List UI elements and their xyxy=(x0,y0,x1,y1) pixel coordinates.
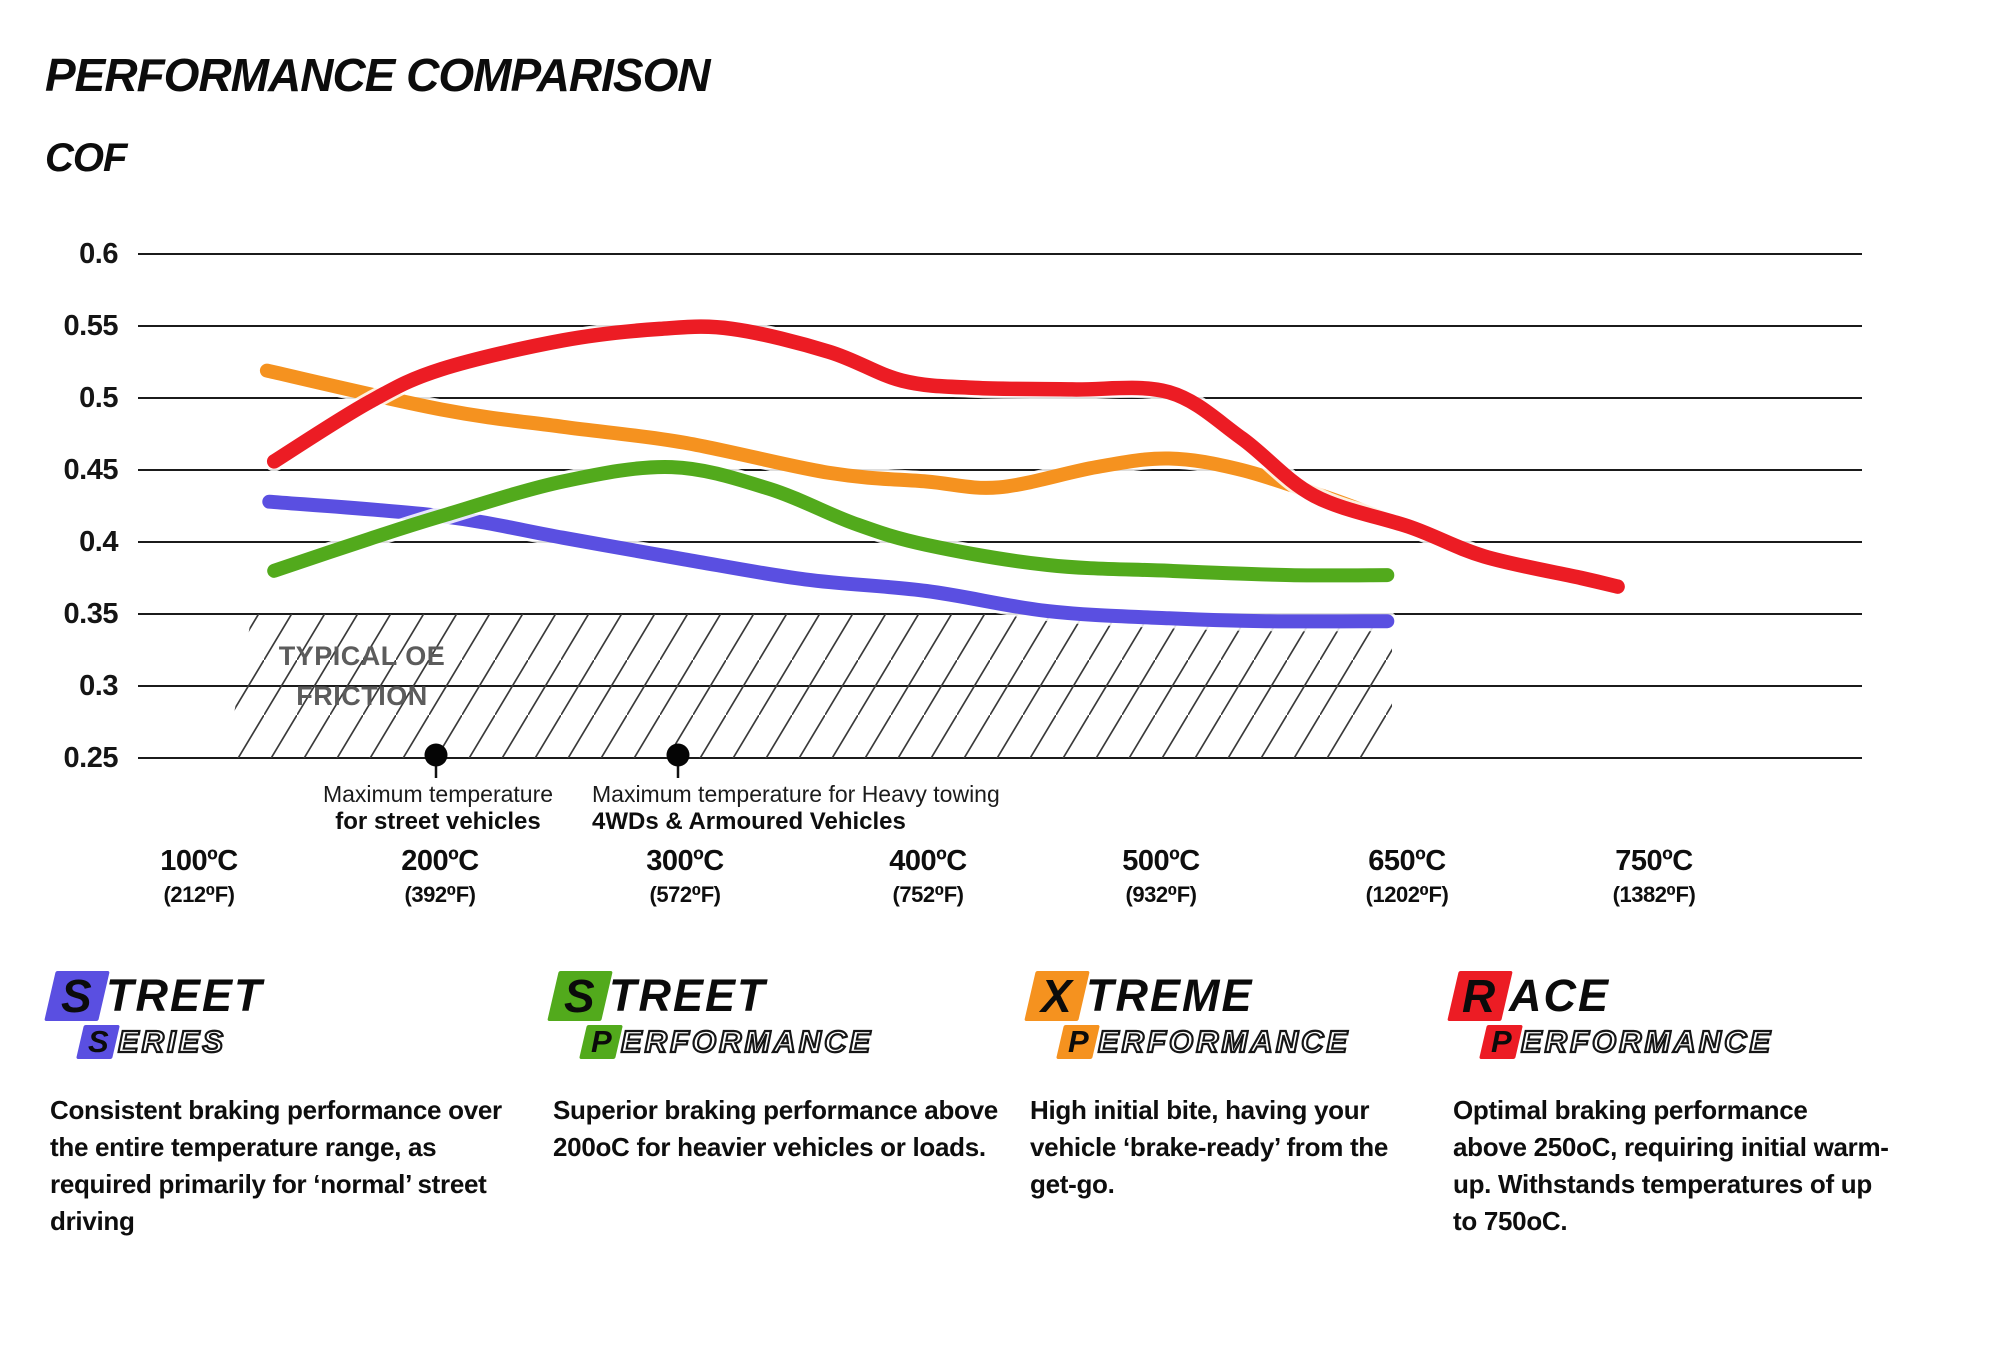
x-tick-500c: 500ºC (932⁰F) xyxy=(1122,845,1200,907)
street-series-logo: S TREET S ERIES xyxy=(44,968,530,1062)
y-tick-0.25: 0.25 xyxy=(63,742,119,774)
y-tick-0.5: 0.5 xyxy=(79,382,118,414)
xtreme-performance-logo: X TREME P ERFORMANCE xyxy=(1024,968,1510,1062)
annotation-max-temp-towing: Maximum temperature for Heavy towing 4WD… xyxy=(592,781,1000,835)
street-performance-line xyxy=(267,459,1395,583)
street-performance-logo-box: S xyxy=(547,970,613,1022)
street-performance-logo-box-small: P xyxy=(579,1024,623,1059)
race-performance-line xyxy=(266,319,1625,594)
legend-street-series: S TREET S ERIES Consistent braking perfo… xyxy=(44,968,530,1240)
max-temp-street-marker xyxy=(424,743,448,767)
y-tick-0.35: 0.35 xyxy=(63,598,119,630)
race-performance-description: Optimal braking performance above 250oC,… xyxy=(1453,1095,1889,1236)
annotation-markers xyxy=(424,743,690,778)
x-tick-300c: 300ºC (572⁰F) xyxy=(646,845,724,907)
street-performance-description: Superior braking performance above 200oC… xyxy=(553,1095,998,1162)
page-title: PERFORMANCE COMPARISON xyxy=(45,49,711,101)
x-tick-100c: 100ºC (212⁰F) xyxy=(160,845,238,907)
y-tick-0.45: 0.45 xyxy=(63,454,119,486)
race-performance-logo: R ACE P ERFORMANCE xyxy=(1447,968,1933,1062)
legend-xtreme-performance: X TREME P ERFORMANCE High initial bite, … xyxy=(1024,968,1510,1203)
y-tick-0.55: 0.55 xyxy=(63,310,119,342)
street-series-description: Consistent braking performance over the … xyxy=(50,1095,502,1236)
y-tick-0.4: 0.4 xyxy=(79,526,118,558)
xtreme-performance-logo-box: X xyxy=(1024,970,1090,1022)
xtreme-performance-line-halo xyxy=(256,360,1403,532)
street-series-logo-box: S xyxy=(44,970,110,1022)
y-tick-0.6: 0.6 xyxy=(79,238,118,270)
x-tick-750c: 750ºC (1382⁰F) xyxy=(1612,845,1696,907)
street-series-logo-box-small: S xyxy=(76,1024,120,1059)
x-tick-400c: 400ºC (752⁰F) xyxy=(889,845,967,907)
x-tick-200c: 200ºC (392⁰F) xyxy=(401,845,479,907)
typical-oe-friction-band xyxy=(226,614,1392,758)
xtreme-performance-description: High initial bite, having your vehicle ‘… xyxy=(1030,1095,1389,1199)
race-performance-logo-box-small: P xyxy=(1479,1024,1523,1059)
y-tick-0.3: 0.3 xyxy=(79,670,118,702)
race-performance-logo-box: R xyxy=(1447,970,1513,1022)
xtreme-performance-line xyxy=(259,363,1400,529)
annotation-max-temp-street: Maximum temperature for street vehicles xyxy=(322,781,554,835)
x-tick-650c: 650ºC (1202⁰F) xyxy=(1365,845,1449,907)
xtreme-performance-logo-box-small: P xyxy=(1056,1024,1100,1059)
legend-race-performance: R ACE P ERFORMANCE Optimal braking perfo… xyxy=(1447,968,1933,1240)
legend-street-performance: S TREET P ERFORMANCE Superior braking pe… xyxy=(547,968,1033,1166)
street-performance-logo: S TREET P ERFORMANCE xyxy=(547,968,1033,1062)
street-series-line xyxy=(262,494,1395,629)
typical-oe-friction-label: TYPICAL OE FRICTION xyxy=(278,641,446,711)
y-axis-title: COF xyxy=(45,136,127,180)
max-temp-towing-marker xyxy=(666,743,690,767)
